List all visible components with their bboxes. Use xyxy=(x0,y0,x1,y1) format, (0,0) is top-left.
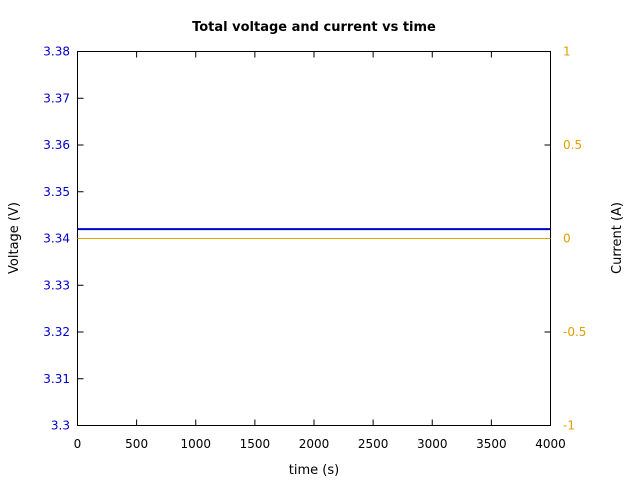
y2-tick-label: 0 xyxy=(563,232,571,246)
x-axis-label: time (s) xyxy=(289,463,339,478)
x-tick-label: 3500 xyxy=(476,437,507,451)
y-tick-label: 3.31 xyxy=(43,372,70,386)
x-tick-label: 1000 xyxy=(180,437,211,451)
y-tick-label: 3.33 xyxy=(43,278,70,292)
y2-tick-label: 0.5 xyxy=(563,138,582,152)
y-tick-label: 3.37 xyxy=(43,91,70,105)
y-tick-label: 3.32 xyxy=(43,325,70,339)
x-tick-label: 0 xyxy=(74,437,82,451)
y-axis-label: Voltage (V) xyxy=(7,202,22,274)
x-tick-label: 2000 xyxy=(299,437,330,451)
x-tick-label: 500 xyxy=(125,437,148,451)
series-group xyxy=(77,228,551,239)
y-tick-label: 3.38 xyxy=(43,45,70,59)
x-tick-label: 4000 xyxy=(535,437,566,451)
y2-tick-label: -0.5 xyxy=(563,325,586,339)
y-tick-label: 3.34 xyxy=(43,232,70,246)
y-axis-ticks: 3.3 3.31 3.32 3.33 3.34 3.35 3.36 3.37 3.38 xyxy=(43,45,84,433)
y-tick-label: 3.35 xyxy=(43,185,70,199)
x-tick-label: 1500 xyxy=(240,437,271,451)
x-tick-label: 3000 xyxy=(417,437,448,451)
chart-title: Total voltage and current vs time xyxy=(192,20,436,35)
y-tick-label: 3.3 xyxy=(51,419,70,433)
x-axis-ticks: 0 500 1000 1500 2000 2500 3000 3500 4000 xyxy=(74,51,566,451)
y2-tick-label: -1 xyxy=(563,419,575,433)
x-tick-label: 2500 xyxy=(358,437,389,451)
y2-axis-label: Current (A) xyxy=(610,202,625,274)
y2-axis-ticks: -1 -0.5 0 0.5 1 xyxy=(544,45,586,433)
y2-tick-label: 1 xyxy=(563,45,571,59)
y-tick-label: 3.36 xyxy=(43,138,70,152)
